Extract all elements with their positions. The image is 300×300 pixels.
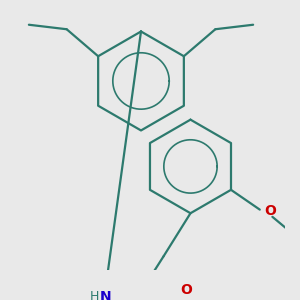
Text: N: N <box>100 290 112 300</box>
Text: O: O <box>181 283 193 297</box>
Text: H: H <box>90 290 100 300</box>
Text: O: O <box>264 204 276 218</box>
